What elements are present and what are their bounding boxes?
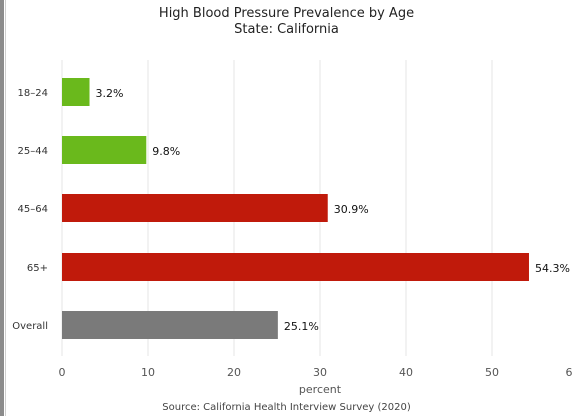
category-label-3: 65+ [27, 263, 48, 274]
x-tick-label-3: 30 [313, 366, 327, 379]
x-tick-label-5: 50 [485, 366, 499, 379]
chart-title: High Blood Pressure Prevalence by Age [158, 6, 415, 21]
chart-source: Source: California Health Interview Surv… [162, 402, 411, 413]
left-border-line [5, 0, 6, 416]
value-label-0: 3.2% [96, 87, 124, 100]
category-label-4: Overall [12, 321, 48, 332]
bar-2 [62, 194, 328, 222]
bar-0 [62, 78, 90, 106]
value-label-4: 25.1% [284, 320, 319, 333]
bar-3 [62, 253, 529, 281]
value-label-3: 54.3% [535, 262, 570, 275]
category-label-0: 18–24 [18, 88, 48, 99]
x-axis-label: percent [299, 383, 342, 396]
value-label-2: 30.9% [334, 203, 369, 216]
left-border [0, 0, 4, 416]
category-label-2: 45–64 [18, 204, 48, 215]
x-tick-label-4: 40 [399, 366, 413, 379]
x-tick-label-0: 0 [59, 366, 66, 379]
category-label-1: 25–44 [18, 146, 48, 157]
value-label-1: 9.8% [152, 145, 180, 158]
chart-subtitle: State: California [234, 22, 339, 37]
x-tick-label-1: 10 [141, 366, 155, 379]
x-tick-label-2: 20 [227, 366, 241, 379]
bar-4 [62, 311, 278, 339]
x-tick-label-6: 6 [566, 366, 573, 379]
bar-1 [62, 136, 147, 164]
